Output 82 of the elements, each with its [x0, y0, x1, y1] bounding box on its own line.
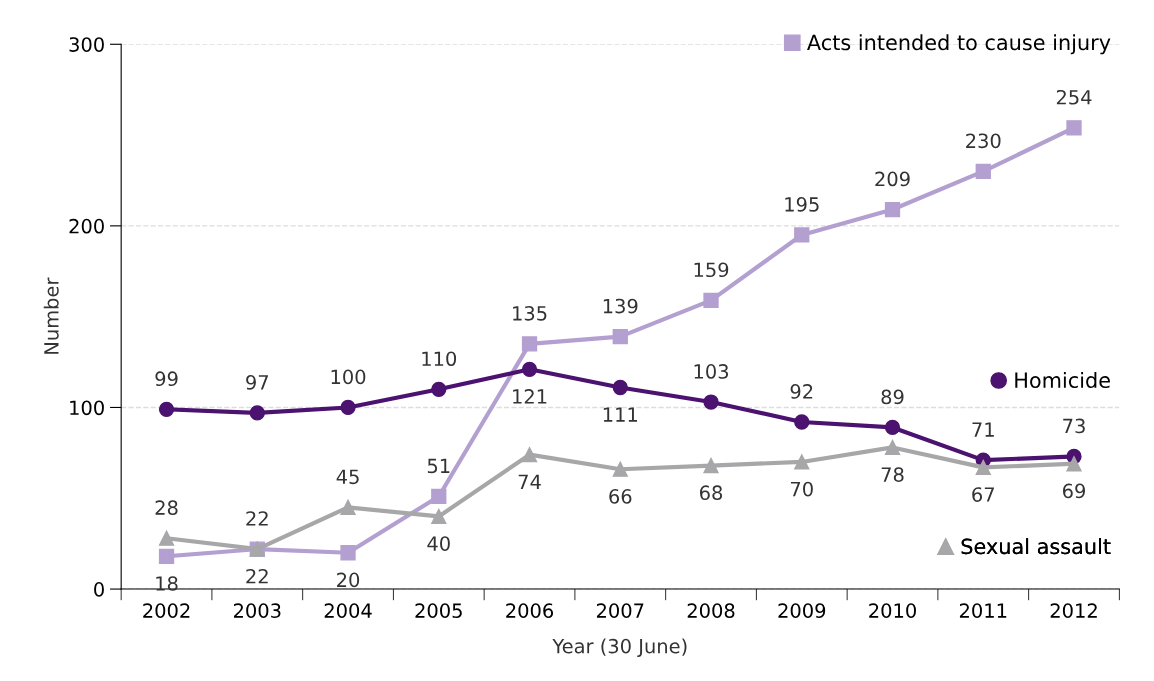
point	[884, 439, 901, 456]
point	[340, 399, 356, 416]
point	[431, 381, 447, 397]
y-tick-label: 100	[70, 400, 104, 416]
x-tick-label: 2012	[1050, 603, 1097, 619]
data-label: 159	[694, 262, 729, 278]
point	[521, 361, 538, 377]
point	[158, 401, 175, 417]
data-label: 71	[972, 422, 994, 437]
data-label: 230	[966, 133, 1001, 149]
x-axis-title: Year (30 June)	[552, 638, 687, 658]
point	[158, 530, 175, 546]
data-label: 40	[427, 536, 450, 551]
data-label: 20	[337, 572, 360, 588]
point	[431, 488, 447, 505]
data-label: 74	[518, 474, 541, 489]
data-label: 89	[881, 389, 904, 405]
x-tick-label: 2007	[596, 603, 644, 619]
legend-label: Acts intended to cause injury	[807, 34, 1111, 55]
point	[703, 292, 719, 308]
point	[612, 379, 628, 396]
data-label: 68	[700, 485, 723, 501]
data-label: 139	[603, 298, 638, 314]
data-label: 22	[246, 568, 268, 584]
legend-label: Sexual assault	[961, 538, 1111, 555]
legend-label: Homicide	[1015, 371, 1110, 389]
x-tick-label: 2009	[778, 603, 826, 619]
point	[703, 457, 719, 474]
point	[249, 405, 265, 421]
data-label: 28	[155, 500, 178, 516]
data-label: 111	[603, 407, 638, 422]
data-label: 70	[790, 481, 813, 497]
data-label: 97	[246, 374, 268, 390]
point	[794, 227, 810, 243]
y-axis-title: Number	[43, 277, 59, 354]
data-label: 121	[513, 389, 547, 404]
data-label: 69	[1062, 483, 1086, 499]
point	[884, 201, 901, 218]
data-label: 92	[790, 384, 813, 399]
x-tick-label: 2008	[687, 603, 735, 619]
point	[975, 459, 991, 476]
x-tick-label: 2004	[324, 603, 372, 619]
x-tick-label: 2005	[415, 603, 462, 619]
point	[612, 461, 628, 477]
y-tick-label: 0	[94, 582, 104, 597]
x-tick-label: 2006	[506, 603, 554, 619]
point	[431, 508, 447, 525]
data-label: 67	[972, 487, 994, 502]
point	[521, 447, 538, 463]
x-tick-label: 2010	[869, 603, 916, 619]
data-label: 45	[336, 469, 359, 485]
y-tick-label: 200	[69, 218, 104, 234]
data-label: 73	[1063, 418, 1085, 434]
data-label: 103	[694, 364, 729, 379]
point	[794, 414, 810, 430]
data-label: 18	[156, 576, 178, 591]
point	[340, 545, 356, 561]
x-tick-label: 2011	[959, 603, 1007, 619]
data-label: 195	[785, 197, 819, 212]
data-label: 22	[246, 511, 268, 526]
point	[158, 548, 175, 565]
point	[1066, 120, 1082, 136]
x-tick-label: 2002	[143, 603, 190, 619]
y-tick-label: 300	[69, 37, 104, 52]
point	[521, 336, 538, 352]
data-label: 51	[427, 458, 450, 474]
data-label: 99	[155, 371, 178, 387]
data-label: 209	[875, 171, 910, 187]
x-tick-label: 2003	[233, 603, 281, 619]
data-label: 100	[331, 369, 366, 385]
point	[340, 499, 356, 515]
data-label: 78	[881, 467, 904, 482]
data-label: 110	[422, 351, 457, 367]
point	[794, 454, 810, 470]
point	[1066, 456, 1082, 472]
data-label: 66	[609, 489, 632, 504]
point	[612, 329, 628, 345]
data-label: 254	[1056, 89, 1092, 105]
data-label: 135	[513, 305, 547, 321]
point	[884, 419, 901, 436]
point	[975, 163, 991, 180]
point	[703, 394, 719, 410]
